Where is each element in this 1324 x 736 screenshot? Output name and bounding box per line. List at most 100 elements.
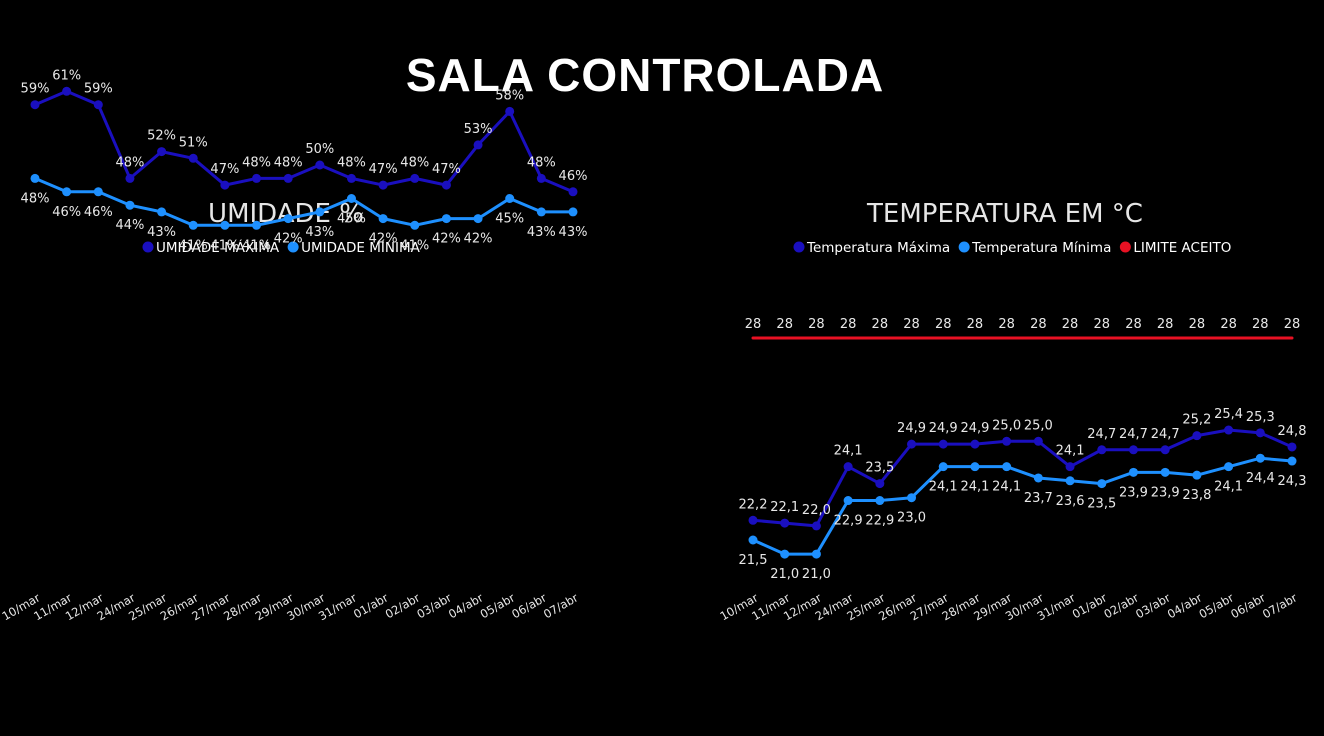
data-label: 25,0 <box>1024 418 1053 433</box>
data-point[interactable] <box>252 173 262 183</box>
data-label: 22,9 <box>834 514 863 529</box>
data-point[interactable] <box>780 549 790 559</box>
data-point[interactable] <box>62 187 72 197</box>
data-point[interactable] <box>93 187 103 197</box>
data-point[interactable] <box>1160 467 1170 477</box>
data-point[interactable] <box>315 160 325 170</box>
data-point[interactable] <box>843 496 853 506</box>
data-point[interactable] <box>843 462 853 472</box>
data-point[interactable] <box>1128 445 1138 455</box>
data-point[interactable] <box>907 493 917 503</box>
data-point[interactable] <box>1002 462 1012 472</box>
x-tick-label: 05/abr <box>478 590 518 621</box>
x-tick-label: 07/abr <box>1260 590 1300 621</box>
data-point[interactable] <box>378 214 388 224</box>
data-point[interactable] <box>283 173 293 183</box>
chart-legend: UMIDADE MÁXIMA UMIDADE MÍNIMA <box>142 239 421 256</box>
data-point[interactable] <box>1097 445 1107 455</box>
data-point[interactable] <box>283 214 293 224</box>
data-point[interactable] <box>441 180 451 190</box>
x-tick-label: 04/abr <box>1165 590 1205 621</box>
data-point[interactable] <box>1065 462 1075 472</box>
data-point[interactable] <box>811 549 821 559</box>
data-point[interactable] <box>30 100 40 110</box>
data-point[interactable] <box>938 462 948 472</box>
data-point[interactable] <box>1065 476 1075 486</box>
data-point[interactable] <box>473 214 483 224</box>
data-point[interactable] <box>1255 453 1265 463</box>
data-point[interactable] <box>188 153 198 163</box>
data-label: 41% <box>179 238 208 253</box>
data-point[interactable] <box>157 147 167 157</box>
data-point[interactable] <box>93 100 103 110</box>
data-label: 23,9 <box>1151 485 1180 500</box>
data-point[interactable] <box>346 173 356 183</box>
data-point[interactable] <box>811 521 821 531</box>
data-point[interactable] <box>1002 436 1012 446</box>
data-point[interactable] <box>252 220 262 230</box>
data-point[interactable] <box>188 220 198 230</box>
data-label: 41% <box>242 238 271 253</box>
data-point[interactable] <box>1033 436 1043 446</box>
data-point[interactable] <box>1192 431 1202 441</box>
data-label: 23,5 <box>865 461 894 476</box>
data-point[interactable] <box>568 207 578 217</box>
data-point[interactable] <box>907 439 917 449</box>
data-point[interactable] <box>748 515 758 525</box>
data-point[interactable] <box>780 518 790 528</box>
data-label: 22,2 <box>739 497 768 512</box>
data-label: 42% <box>464 232 493 247</box>
legend-label-temperatura-minima: Temperatura Mínima <box>971 240 1111 256</box>
data-point[interactable] <box>157 207 167 217</box>
data-label: 48% <box>527 155 556 170</box>
data-point[interactable] <box>410 173 420 183</box>
x-tick-label: 02/abr <box>1101 590 1141 621</box>
data-label: 59% <box>84 82 113 97</box>
data-point[interactable] <box>1287 442 1297 452</box>
data-point[interactable] <box>1287 456 1297 466</box>
data-point[interactable] <box>505 194 515 203</box>
data-point[interactable] <box>1128 467 1138 477</box>
data-point[interactable] <box>30 173 40 183</box>
data-point[interactable] <box>970 439 980 449</box>
data-point[interactable] <box>125 200 135 210</box>
data-point[interactable] <box>1097 479 1107 489</box>
data-point[interactable] <box>220 220 230 230</box>
data-point[interactable] <box>410 220 420 230</box>
data-label: 42% <box>274 232 303 247</box>
data-label: 24,7 <box>1151 427 1180 442</box>
data-point[interactable] <box>346 194 356 203</box>
data-point[interactable] <box>1033 473 1043 483</box>
data-label: 21,0 <box>770 567 799 582</box>
data-point[interactable] <box>748 535 758 545</box>
data-point[interactable] <box>62 86 72 96</box>
data-point[interactable] <box>1192 470 1202 480</box>
legend-label-limite-aceito: LIMITE ACEITO <box>1133 240 1231 256</box>
data-point[interactable] <box>220 180 230 190</box>
data-point[interactable] <box>1255 428 1265 438</box>
data-point[interactable] <box>938 439 948 449</box>
data-point[interactable] <box>970 462 980 472</box>
data-point[interactable] <box>1224 462 1234 472</box>
data-point[interactable] <box>125 173 135 183</box>
data-point[interactable] <box>315 207 325 217</box>
x-tick-label: 06/abr <box>509 590 549 621</box>
data-point[interactable] <box>505 106 515 116</box>
data-point[interactable] <box>536 207 546 217</box>
data-label: 28 <box>935 317 952 332</box>
data-point[interactable] <box>441 214 451 224</box>
data-point[interactable] <box>473 140 483 150</box>
data-label: 28 <box>776 317 793 332</box>
data-point[interactable] <box>536 173 546 183</box>
data-point[interactable] <box>875 496 885 506</box>
data-label: 23,9 <box>1119 485 1148 500</box>
data-point[interactable] <box>568 187 578 197</box>
data-point[interactable] <box>1224 425 1234 435</box>
data-point[interactable] <box>378 180 388 190</box>
data-label: 25,3 <box>1246 410 1275 425</box>
data-point[interactable] <box>1160 445 1170 455</box>
data-point[interactable] <box>875 479 885 489</box>
data-label: 25,4 <box>1214 407 1243 422</box>
data-label: 21,0 <box>802 567 831 582</box>
data-label: 28 <box>1157 317 1174 332</box>
